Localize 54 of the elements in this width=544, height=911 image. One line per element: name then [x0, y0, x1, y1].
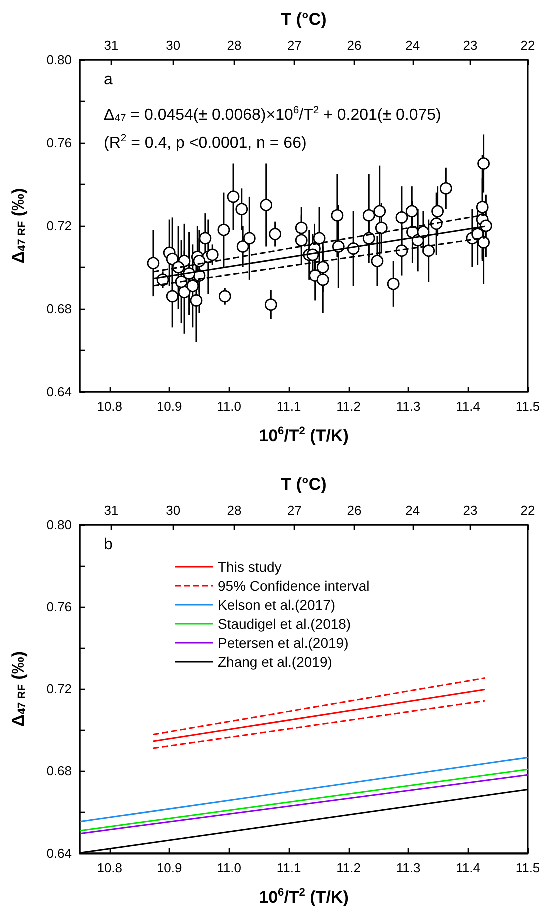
y-tick-label: 0.64 [46, 384, 72, 400]
x2-tick-label: 30 [166, 503, 181, 518]
x2-tick-label: 26 [347, 503, 362, 518]
annotation: a [104, 72, 113, 88]
x-tick-label: 11.2 [336, 399, 361, 414]
x2-axis-title: T (°C) [281, 475, 327, 494]
y-tick-label: 0.72 [46, 218, 72, 234]
x2-tick-label: 23 [463, 38, 478, 53]
legend-label: Petersen et al.(2019) [218, 635, 349, 651]
y-axis-title: Δ47 RF (‰) [9, 188, 28, 264]
y-tick-label: 0.80 [46, 518, 72, 532]
legend-label: 95% Confidence interval [218, 578, 370, 594]
y-tick-label: 0.76 [46, 600, 72, 615]
legend-label: Zhang et al.(2019) [218, 654, 332, 670]
x-tick-label: 11.3 [396, 399, 421, 414]
x2-tick-label: 22 [520, 503, 536, 518]
x2-tick-label: 31 [104, 38, 119, 53]
x-tick-label: 11.1 [276, 860, 302, 876]
x-tick-label: 10.8 [97, 399, 123, 414]
x-tick-label: 11.1 [276, 399, 302, 414]
x2-axis-title: T (°C) [281, 10, 327, 29]
x2-tick-label: 27 [287, 38, 302, 53]
y-axis-title: Δ47 RF (‰) [9, 651, 28, 727]
x-tick-label: 10.9 [156, 399, 182, 414]
x-tick-label: 11.0 [217, 860, 242, 876]
x-tick-label: 11.2 [336, 860, 361, 876]
x2-tick-label: 24 [406, 503, 420, 518]
x2-tick-label: 26 [347, 38, 362, 53]
annotation: b [104, 536, 113, 554]
x2-tick-label: 31 [104, 503, 119, 518]
x-tick-label: 10.9 [156, 860, 182, 876]
legend-label: This study [218, 559, 282, 575]
y-tick-label: 0.68 [46, 764, 72, 779]
y-tick-label: 0.76 [46, 136, 72, 150]
x2-tick-label: 28 [227, 503, 242, 518]
y-tick-label: 0.72 [46, 682, 72, 697]
x2-tick-label: 22 [520, 38, 536, 53]
y-tick-label: 0.80 [46, 52, 72, 68]
x-tick-label: 11.0 [217, 399, 242, 414]
legend-label: Staudigel et al.(2018) [218, 616, 352, 632]
x2-tick-label: 23 [463, 503, 478, 518]
x2-tick-label: 30 [166, 38, 181, 53]
y-tick-label: 0.64 [46, 846, 72, 861]
y-tick-label: 0.68 [46, 302, 72, 316]
x2-tick-label: 27 [287, 503, 302, 518]
x-tick-label: 11.4 [456, 860, 480, 876]
x-tick-label: 10.8 [97, 860, 123, 876]
x2-tick-label: 24 [406, 38, 420, 53]
legend-label: Kelson et al.(2017) [218, 597, 336, 613]
x-tick-label: 11.3 [396, 860, 421, 876]
x-tick-label: 11.5 [516, 399, 540, 414]
x2-tick-label: 28 [227, 38, 242, 53]
x-tick-label: 11.4 [456, 399, 480, 414]
x-tick-label: 11.5 [516, 860, 540, 876]
